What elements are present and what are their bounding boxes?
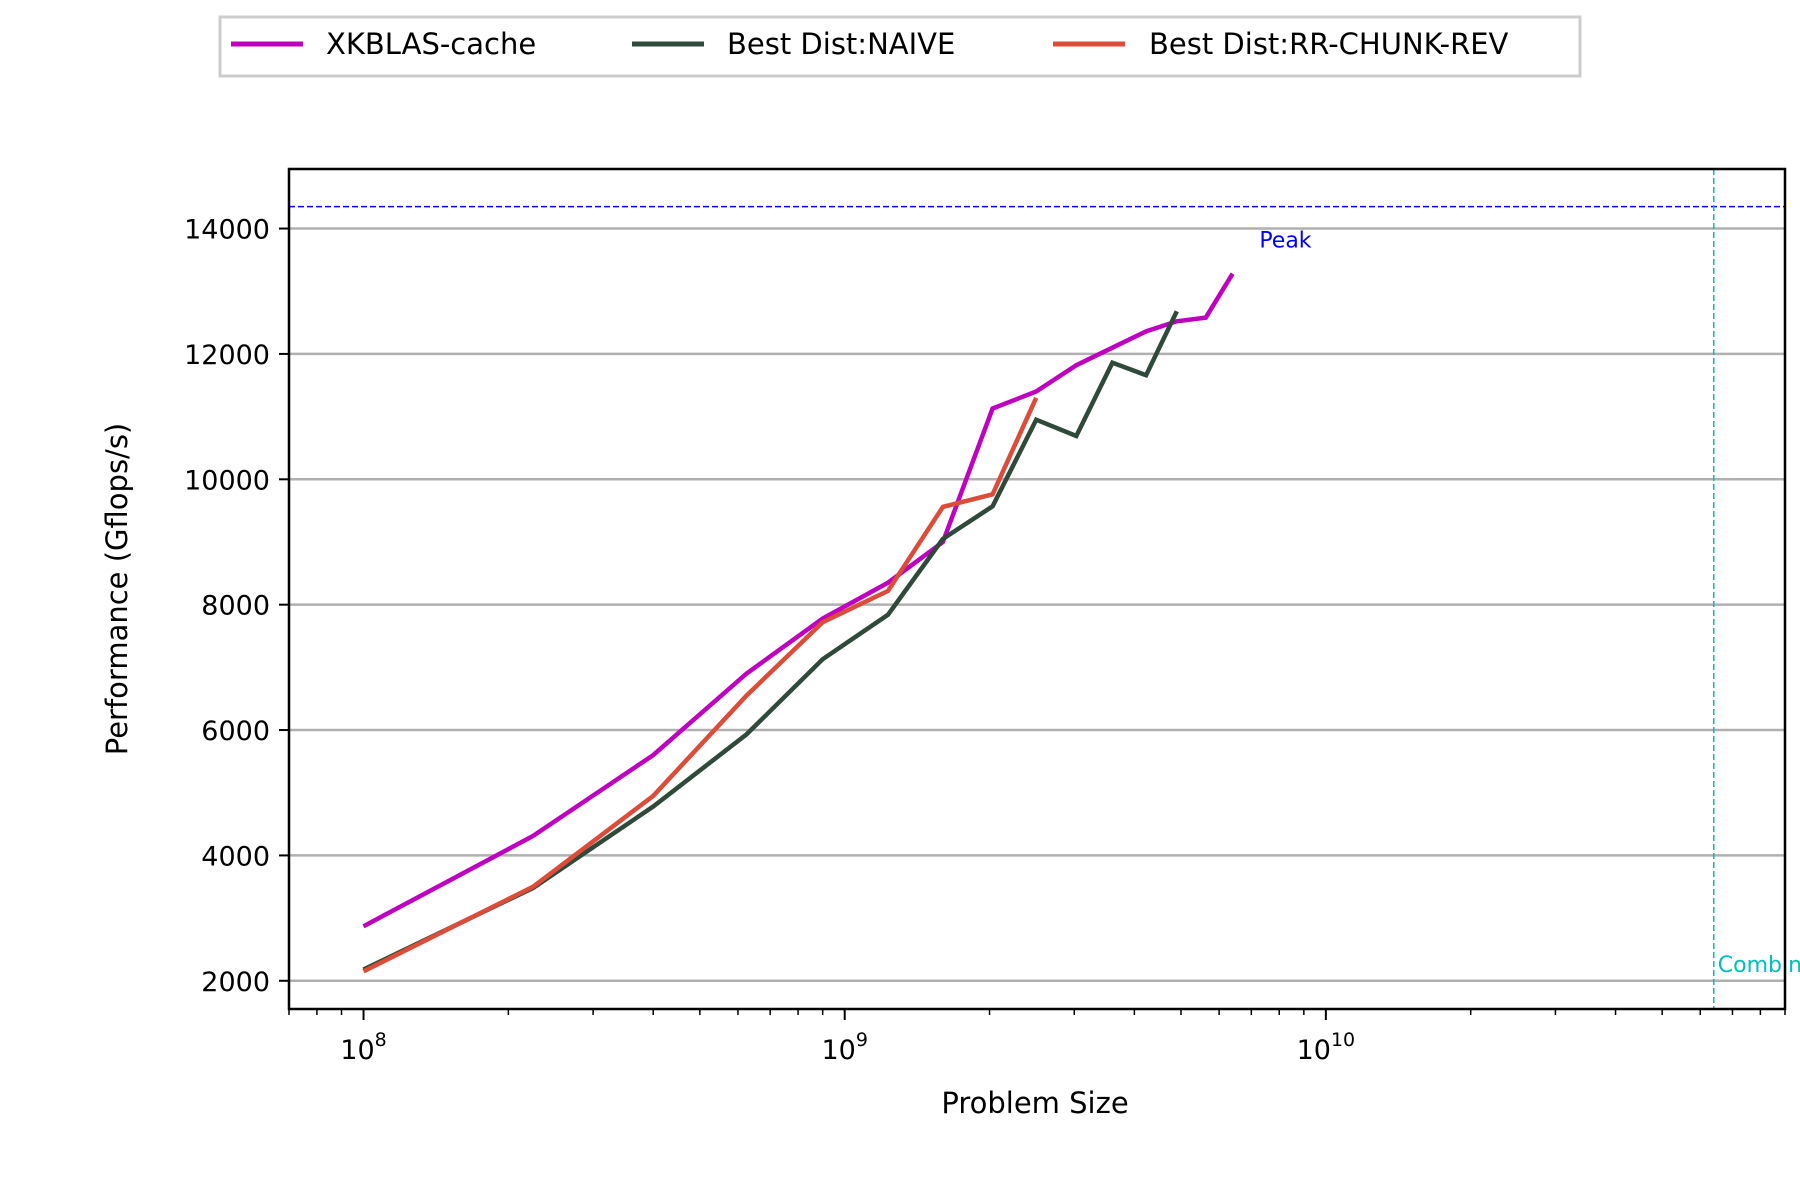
series-line-best-dist-naive — [362, 310, 1179, 972]
y-tick-label: 8000 — [201, 591, 270, 622]
data-series — [362, 272, 1235, 974]
y-tick-label: 14000 — [184, 215, 270, 246]
legend: XKBLAS-cache Best Dist:NAIVE Best Dist:R… — [218, 15, 1582, 78]
x-tick-label: 108 — [340, 1029, 386, 1066]
series-line-xkblas-cache — [362, 272, 1235, 929]
x-tick-label: 109 — [821, 1029, 867, 1066]
y-tick-label: 2000 — [201, 967, 270, 998]
legend-entry-xkblas-cache: XKBLAS-cache — [231, 27, 536, 61]
legend-label-best-dist-naive: Best Dist:NAIVE — [727, 27, 955, 61]
grid-lines — [289, 227, 1785, 983]
legend-entry-best-dist-naive: Best Dist:NAIVE — [632, 27, 955, 61]
axis-ticks: 2000 4000 6000 8000 10000 12000 14000 108 109 101… — [184, 215, 1786, 1066]
combined-annotation: Combined — [1718, 953, 1800, 978]
reference-lines — [289, 169, 1785, 1009]
y-tick-label: 4000 — [201, 841, 270, 872]
legend-entry-best-dist-rr-chunk-rev: Best Dist:RR-CHUNK-REV — [1053, 27, 1509, 61]
annotations: Peak Combined — [1259, 228, 1800, 978]
plot-frame — [287, 167, 1787, 1011]
y-tick-label: 6000 — [201, 716, 270, 747]
peak-annotation: Peak — [1259, 228, 1311, 253]
legend-label-xkblas-cache: XKBLAS-cache — [326, 27, 536, 61]
series-line-best-dist-rr-chunk-rev — [362, 396, 1039, 974]
y-tick-label: 12000 — [184, 340, 270, 371]
legend-box — [218, 15, 1582, 78]
y-axis-label: Performance (Gflops/s) — [100, 423, 134, 756]
x-axis-label: Problem Size — [941, 1086, 1128, 1120]
x-tick-label: 1010 — [1297, 1029, 1356, 1066]
legend-label-best-dist-rr-chunk-rev: Best Dist:RR-CHUNK-REV — [1149, 27, 1509, 61]
y-tick-label: 10000 — [184, 465, 270, 496]
